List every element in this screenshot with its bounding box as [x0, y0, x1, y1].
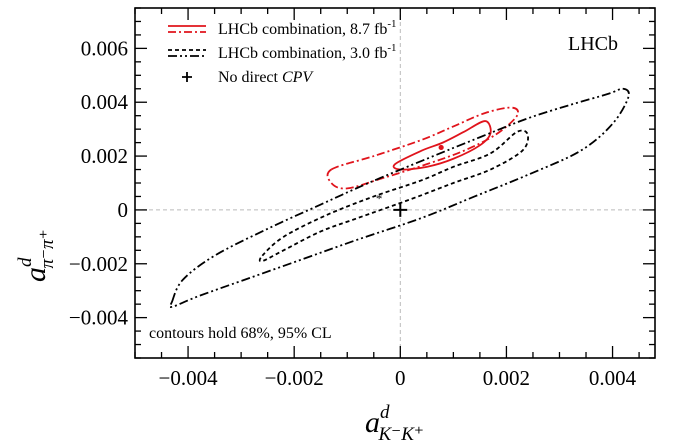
y-tick-label: −0.004 — [69, 306, 129, 330]
y-tick-label: 0.002 — [81, 144, 128, 168]
legend-entry: LHCb combination, 3.0 fb-1 — [218, 42, 396, 62]
y-tick-label: 0.004 — [81, 90, 129, 114]
axes: −0.004 −0.002 0 0.002 0.004 −0.004 −0.002 0 0.00… — [69, 7, 656, 390]
x-axis-label: ad K⁻K⁺ — [365, 402, 424, 445]
plot-frame — [134, 7, 656, 359]
contours — [168, 87, 630, 308]
y-tick-label: 0 — [118, 198, 129, 222]
markers: * — [376, 144, 444, 217]
y-axis-label: adπ⁻π⁺ — [15, 229, 58, 282]
legend-entry: LHCb combination, 8.7 fb-1 — [218, 18, 396, 38]
y-tick-label: −0.002 — [69, 252, 128, 276]
legend: LHCb combination, 8.7 fb-1 LHCb combinati… — [168, 18, 396, 86]
contour-series0-68pct — [392, 120, 492, 171]
experiment-label: LHCb — [568, 33, 618, 55]
x-tick-label: 0 — [395, 366, 406, 390]
x-tick-label: −0.002 — [265, 366, 324, 390]
x-tick-label: 0.004 — [589, 366, 637, 390]
contour-annotation: contours hold 68%, 95% CL — [149, 325, 332, 342]
contour-series1-95pct — [168, 87, 630, 308]
central-value-series1: * — [376, 191, 383, 206]
reference-lines — [135, 8, 655, 358]
x-tick-label: −0.004 — [159, 366, 219, 390]
legend-entry: No direct CPV — [218, 69, 314, 86]
no-direct-cpv-marker — [393, 202, 408, 217]
contour-series0-95pct — [326, 106, 519, 190]
labels: LHCb contours hold 68%, 95% CL ad K⁻K⁺ adπ⁻π… — [15, 33, 618, 445]
legend-marker — [182, 72, 192, 82]
y-tick-label: 0.006 — [81, 36, 128, 60]
x-tick-label: 0.002 — [483, 366, 530, 390]
central-value-series0 — [438, 144, 444, 151]
